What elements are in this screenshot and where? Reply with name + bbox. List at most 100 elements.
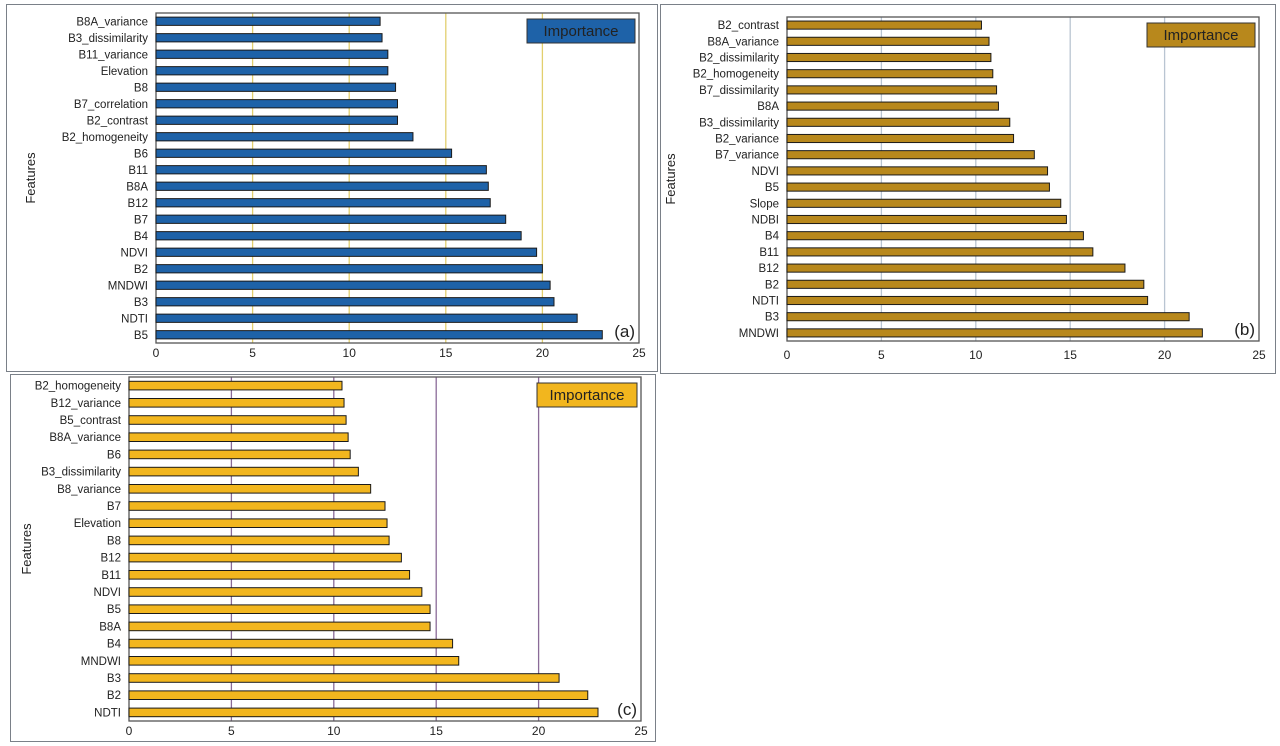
category-label: B2 xyxy=(765,279,779,291)
bar-B3_dissimilarity xyxy=(786,117,1011,127)
bar-B11_variance xyxy=(155,49,389,59)
chart-a: 0 5 10 15 20 25 B8A_variance B3_dissimilarity B1… xyxy=(23,12,646,360)
category-label: B12_variance xyxy=(51,398,121,410)
bar-B8A xyxy=(786,101,999,111)
category-label: B8_variance xyxy=(57,484,121,496)
panel-label: (b) xyxy=(1234,320,1255,339)
category-label: B7 xyxy=(107,501,121,513)
category-label: NDVI xyxy=(121,247,148,259)
category-label: B8A xyxy=(757,101,779,113)
category-label: B8A_variance xyxy=(49,432,121,444)
x-tick-label: 10 xyxy=(327,724,341,738)
y-axis-label: Features xyxy=(23,152,38,204)
chart-c: 0 5 10 15 20 25 B2_homogeneity B12_variance B5_c… xyxy=(19,376,648,738)
category-label: B4 xyxy=(134,231,149,243)
bar-B4 xyxy=(786,231,1084,241)
bar-B2_dissimilarity xyxy=(786,52,992,63)
category-label: B3 xyxy=(134,297,148,309)
category-label: NDVI xyxy=(94,587,121,599)
x-tick-label: 20 xyxy=(536,346,550,360)
bar-NDTI xyxy=(786,295,1149,306)
category-label: B5 xyxy=(765,182,779,194)
bar-B8A xyxy=(155,181,489,191)
category-label: MNDWI xyxy=(108,280,148,292)
category-label: MNDWI xyxy=(81,656,121,668)
bar-B8A xyxy=(128,621,431,632)
legend-box xyxy=(536,382,638,408)
category-label: NDTI xyxy=(121,313,148,325)
category-label: B11 xyxy=(759,247,779,259)
bar-B11 xyxy=(128,570,411,580)
legend-label: Importance xyxy=(1163,27,1238,44)
plot-area xyxy=(786,16,1260,342)
bar-NDVI xyxy=(155,247,538,257)
category-label: B2_contrast xyxy=(718,20,780,32)
plot-area xyxy=(155,12,640,344)
category-label: NDTI xyxy=(752,296,779,308)
category-label: B11 xyxy=(128,165,148,177)
x-tick-label: 5 xyxy=(878,348,885,362)
category-label: B7 xyxy=(134,214,148,226)
chart-b: 0 5 10 15 20 25 B2_contrast B8A_variance B2_diss… xyxy=(663,16,1266,362)
category-label: B2_variance xyxy=(715,134,779,146)
x-tick-label: 25 xyxy=(634,724,648,738)
category-label: B2_contrast xyxy=(87,115,149,127)
category-label: B12 xyxy=(759,263,779,275)
category-label: B3_dissimilarity xyxy=(699,117,779,129)
bar-NDBI xyxy=(786,214,1067,225)
x-tick-label: 15 xyxy=(430,724,444,738)
legend-label: Importance xyxy=(543,23,618,40)
x-tick-label: 10 xyxy=(969,348,983,362)
bar-B2 xyxy=(786,279,1145,289)
x-tick-label: 20 xyxy=(1158,348,1172,362)
x-tick-label: 5 xyxy=(228,724,235,738)
x-tick-label: 25 xyxy=(632,346,646,360)
bar-B3_dissimilarity xyxy=(128,466,359,477)
bar-B8A_variance xyxy=(128,432,349,443)
category-label: B5_contrast xyxy=(60,415,122,427)
category-label: B8 xyxy=(107,535,121,547)
category-label: B2_dissimilarity xyxy=(699,53,779,65)
legend-label: Importance xyxy=(549,387,624,404)
y-axis-label: Features xyxy=(19,523,34,575)
panel-c: 0 5 10 15 20 25 B2_homogeneity B12_variance B5_c… xyxy=(10,374,656,742)
category-label: B11_variance xyxy=(79,49,148,61)
category-label: MNDWI xyxy=(739,328,779,340)
category-label: B8 xyxy=(134,82,148,94)
bar-B5 xyxy=(786,182,1050,192)
bar-NDVI xyxy=(786,166,1049,176)
plot-area xyxy=(128,376,642,722)
bar-B12 xyxy=(128,552,402,563)
bar-NDTI xyxy=(128,707,599,718)
category-label: B3 xyxy=(765,312,779,324)
bar-B8A_variance xyxy=(155,16,381,26)
panel-a: 0 5 10 15 20 25 B8A_variance B3_dissimilarity B1… xyxy=(6,4,658,372)
bar-B2_variance xyxy=(786,133,1015,144)
bar-Elevation xyxy=(155,66,389,76)
bar-B7_dissimilarity xyxy=(786,85,998,95)
bar-B6 xyxy=(128,449,351,460)
x-tick-label: 0 xyxy=(153,346,160,360)
category-label: B7_variance xyxy=(715,150,779,162)
bar-B4 xyxy=(128,638,454,649)
category-label: B7_correlation xyxy=(74,99,148,111)
bar-MNDWI xyxy=(786,328,1203,338)
bar-B8 xyxy=(128,535,390,546)
category-label: B12 xyxy=(101,553,121,565)
panel-label: (c) xyxy=(617,700,637,719)
category-label: B3_dissimilarity xyxy=(68,33,148,45)
category-label: B2 xyxy=(107,690,121,702)
category-label: Elevation xyxy=(101,66,148,78)
bar-B8_variance xyxy=(128,484,372,494)
bar-B8A_variance xyxy=(786,36,990,46)
category-label: B4 xyxy=(765,231,780,243)
bar-B8 xyxy=(155,82,397,92)
category-label: Elevation xyxy=(74,518,121,530)
bar-B11 xyxy=(155,165,487,175)
category-label: B6 xyxy=(107,449,121,461)
bar-B7 xyxy=(155,214,507,224)
bar-B11 xyxy=(786,247,1094,257)
category-label: B6 xyxy=(134,148,148,160)
bar-B3 xyxy=(128,673,560,683)
bar-B7_variance xyxy=(786,150,1035,160)
